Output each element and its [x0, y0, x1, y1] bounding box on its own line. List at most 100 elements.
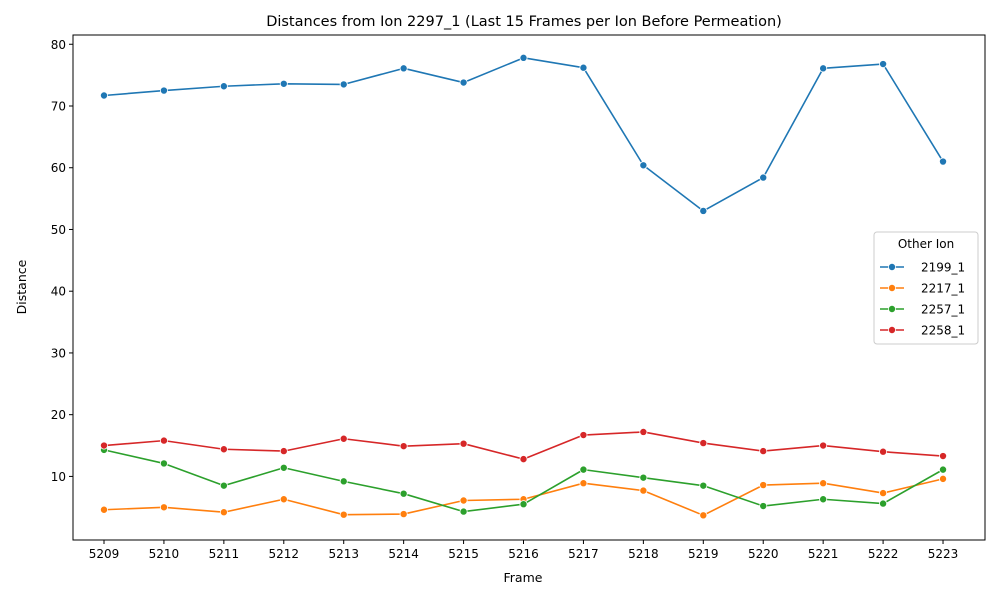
data-point — [819, 64, 828, 73]
data-point — [399, 489, 408, 498]
data-point — [579, 431, 588, 440]
data-point — [219, 445, 228, 454]
y-tick-label: 60 — [51, 161, 66, 175]
y-tick-label: 20 — [51, 408, 66, 422]
data-point — [339, 434, 348, 443]
y-tick-label: 30 — [51, 346, 66, 360]
data-point — [159, 436, 168, 445]
y-tick-label: 40 — [51, 285, 66, 299]
x-tick-label: 5210 — [149, 547, 180, 561]
data-point — [399, 442, 408, 451]
data-point — [219, 508, 228, 517]
x-tick-label: 5220 — [748, 547, 779, 561]
legend-items: 2199_1 2217_1 2257_1 2258_1 — [880, 261, 965, 338]
x-tick-label: 5221 — [808, 547, 839, 561]
x-tick-label: 5215 — [448, 547, 479, 561]
data-point — [759, 447, 768, 456]
series-layer — [100, 53, 948, 520]
data-point — [519, 455, 528, 464]
x-tick-label: 5216 — [508, 547, 539, 561]
data-point — [879, 489, 888, 498]
legend-marker — [888, 262, 897, 271]
data-point — [579, 465, 588, 474]
x-tick-label: 5211 — [209, 547, 240, 561]
data-point — [879, 499, 888, 508]
series-line — [103, 431, 944, 460]
data-point — [939, 452, 948, 461]
x-tick-label: 5217 — [568, 547, 599, 561]
data-point — [879, 447, 888, 456]
data-point — [579, 479, 588, 488]
x-tick-label: 5213 — [328, 547, 359, 561]
data-point — [639, 161, 648, 170]
data-point — [339, 80, 348, 89]
data-point — [759, 173, 768, 182]
plot-area-frame — [72, 34, 986, 541]
data-point — [519, 53, 528, 62]
x-tick-label: 5222 — [868, 547, 899, 561]
x-tick-label: 5214 — [388, 547, 419, 561]
data-point — [879, 60, 888, 69]
data-point — [759, 481, 768, 490]
x-axis-ticks: 5209 5210 5211 5212 5213 5214 5215 5216 5217 5218… — [89, 540, 959, 561]
data-point — [939, 474, 948, 483]
data-point — [639, 486, 648, 495]
x-tick-label: 5212 — [269, 547, 300, 561]
data-point — [159, 503, 168, 512]
legend-label: 2199_1 — [921, 261, 965, 275]
data-point — [699, 481, 708, 490]
data-point — [939, 465, 948, 474]
legend-marker — [888, 304, 897, 313]
y-tick-label: 10 — [51, 470, 66, 484]
legend-label: 2257_1 — [921, 303, 965, 317]
data-point — [699, 511, 708, 520]
legend-item: 2217_1 — [880, 282, 965, 296]
data-point — [159, 459, 168, 468]
data-point — [279, 463, 288, 472]
series-2217_1 — [100, 474, 948, 520]
legend-title: Other Ion — [898, 237, 954, 251]
data-point — [639, 427, 648, 436]
data-point — [339, 510, 348, 519]
data-point — [100, 441, 109, 450]
data-point — [579, 63, 588, 72]
legend-item: 2258_1 — [880, 324, 965, 338]
y-axis-ticks: 10 20 30 40 50 60 70 80 — [51, 38, 73, 484]
series-2199_1 — [100, 53, 948, 215]
data-point — [939, 157, 948, 166]
data-point — [399, 510, 408, 519]
series-line — [103, 57, 944, 212]
data-point — [100, 91, 109, 100]
legend-item: 2257_1 — [880, 303, 965, 317]
y-tick-label: 70 — [51, 99, 66, 113]
data-point — [459, 78, 468, 87]
data-point — [759, 502, 768, 511]
data-point — [279, 495, 288, 504]
y-tick-label: 80 — [51, 38, 66, 52]
data-point — [100, 505, 109, 514]
data-point — [459, 496, 468, 505]
data-point — [639, 473, 648, 482]
legend-item: 2199_1 — [880, 261, 965, 275]
data-point — [279, 447, 288, 456]
chart-title: Distances from Ion 2297_1 (Last 15 Frame… — [266, 14, 782, 30]
data-point — [819, 495, 828, 504]
legend-marker — [888, 283, 897, 292]
data-point — [699, 206, 708, 215]
data-point — [459, 507, 468, 516]
x-tick-label: 5209 — [89, 547, 120, 561]
data-point — [159, 86, 168, 95]
x-axis-label: Frame — [504, 570, 543, 585]
y-tick-label: 50 — [51, 223, 66, 237]
data-point — [339, 477, 348, 486]
x-tick-label: 5223 — [928, 547, 959, 561]
data-point — [399, 64, 408, 73]
x-tick-label: 5219 — [688, 547, 719, 561]
legend-label: 2258_1 — [921, 324, 965, 338]
data-point — [219, 82, 228, 91]
series-2258_1 — [100, 427, 948, 464]
legend-marker — [888, 325, 897, 334]
y-axis-label: Distance — [14, 259, 29, 314]
